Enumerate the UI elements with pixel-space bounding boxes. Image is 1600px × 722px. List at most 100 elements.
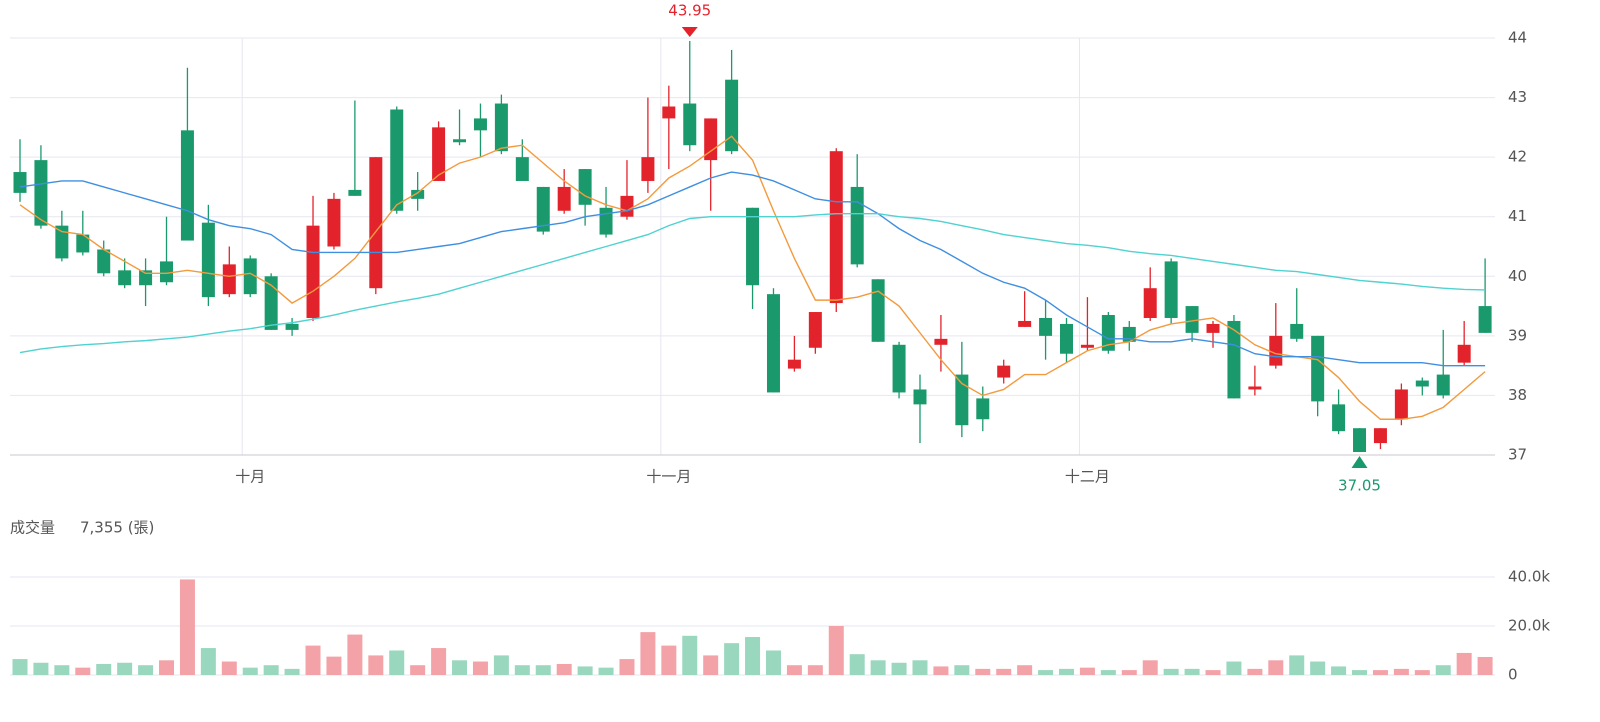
volume-bar: [1456, 652, 1472, 675]
volume-bar: [221, 661, 237, 675]
y-tick-label: 39: [1508, 326, 1527, 344]
volume-bar: [640, 632, 656, 675]
candle-body: [1164, 261, 1178, 318]
volume-bar: [54, 665, 70, 675]
volume-bar: [12, 659, 28, 675]
volume-bar: [368, 655, 384, 675]
candle-body: [683, 103, 697, 146]
volume-bar: [514, 665, 530, 675]
candle-body: [243, 258, 257, 295]
candle-body: [808, 312, 822, 348]
candle-body: [955, 374, 969, 426]
y-tick-label: 0: [1508, 666, 1518, 684]
candle-body: [1101, 315, 1115, 351]
volume-bar: [200, 648, 216, 675]
volume-bar: [493, 655, 509, 675]
volume-bar: [96, 663, 112, 675]
candle-body: [515, 157, 529, 181]
candle-body: [369, 157, 383, 289]
candle-body: [1248, 386, 1262, 390]
candle-body: [160, 261, 174, 283]
candle-body: [934, 338, 948, 345]
candle-body: [13, 172, 27, 193]
candle-body: [1373, 428, 1387, 444]
moving-average-line: [19, 213, 1486, 354]
volume-bar: [786, 665, 802, 675]
candle-body: [1269, 335, 1283, 366]
volume-bar: [703, 655, 719, 675]
candle-body: [222, 264, 236, 295]
volume-bar: [75, 667, 91, 675]
candle-body: [1415, 380, 1429, 387]
candle-body: [787, 359, 801, 369]
candle-body: [118, 270, 132, 286]
volume-bar: [326, 656, 342, 675]
candle-body: [850, 186, 864, 265]
candle-body: [536, 186, 550, 232]
volume-bar: [472, 661, 488, 675]
candle-body: [1143, 288, 1157, 318]
candle-body: [285, 323, 299, 330]
moving-average-line: [19, 171, 1486, 367]
x-tick-label: 十月: [235, 468, 265, 486]
candle-body: [55, 225, 69, 259]
candle-body: [494, 103, 508, 152]
y-tick-label: 40: [1508, 267, 1527, 285]
volume-bar: [682, 635, 698, 675]
candle-body: [327, 198, 341, 247]
volume-bar: [535, 665, 551, 675]
volume-bar: [912, 660, 928, 675]
x-tick-label: 十二月: [1065, 468, 1110, 486]
volume-bar: [933, 666, 949, 675]
candle-body: [746, 207, 760, 286]
volume-bar: [1268, 660, 1284, 675]
volume-bar: [1310, 661, 1326, 675]
candle-body: [997, 365, 1011, 378]
y-tick-label: 38: [1508, 386, 1527, 404]
volume-title: 成交量: [10, 519, 55, 537]
volume-bar: [1414, 670, 1430, 675]
volume-bar: [870, 660, 886, 675]
volume-bar: [431, 648, 447, 675]
volume-bar: [347, 634, 363, 675]
candle-body: [1478, 306, 1492, 333]
candle-body: [1353, 428, 1367, 453]
volume-bar: [724, 643, 740, 675]
candle-body: [453, 139, 467, 143]
volume-bar: [138, 665, 154, 675]
volume-bar: [619, 659, 635, 675]
candle-body: [1436, 374, 1450, 396]
volume-bar: [1017, 665, 1033, 675]
volume-bar: [1289, 655, 1305, 675]
candle-body: [1039, 317, 1053, 336]
volume-bar: [242, 667, 258, 675]
candle-body: [97, 249, 111, 274]
volume-bar: [33, 662, 49, 675]
moving-average-line: [19, 135, 1486, 420]
volume-bar: [1184, 668, 1200, 675]
volume-bar: [284, 668, 300, 675]
candle-body: [180, 130, 194, 241]
volume-bar: [1205, 670, 1221, 675]
high-marker: [681, 26, 698, 37]
volume-bar: [745, 637, 761, 675]
candle-body: [1018, 320, 1032, 327]
candle-body: [1080, 344, 1094, 348]
volume-bar: [305, 645, 321, 675]
candle-body: [1332, 404, 1346, 432]
y-tick-label: 20.0k: [1508, 617, 1550, 635]
candle-body: [348, 189, 362, 196]
y-tick-label: 40.0k: [1508, 568, 1550, 586]
volume-bar: [1226, 661, 1242, 675]
volume-bar: [954, 665, 970, 675]
candle-body: [829, 151, 843, 304]
volume-bar: [159, 660, 175, 675]
candle-body: [1311, 335, 1325, 402]
candle-body: [1457, 344, 1471, 363]
candle-body: [871, 279, 885, 342]
volume-bar: [1435, 665, 1451, 675]
candle-body: [34, 160, 48, 226]
high-label: 43.95: [668, 1, 711, 19]
candle-body: [641, 157, 655, 181]
volume-bar: [1079, 667, 1095, 675]
